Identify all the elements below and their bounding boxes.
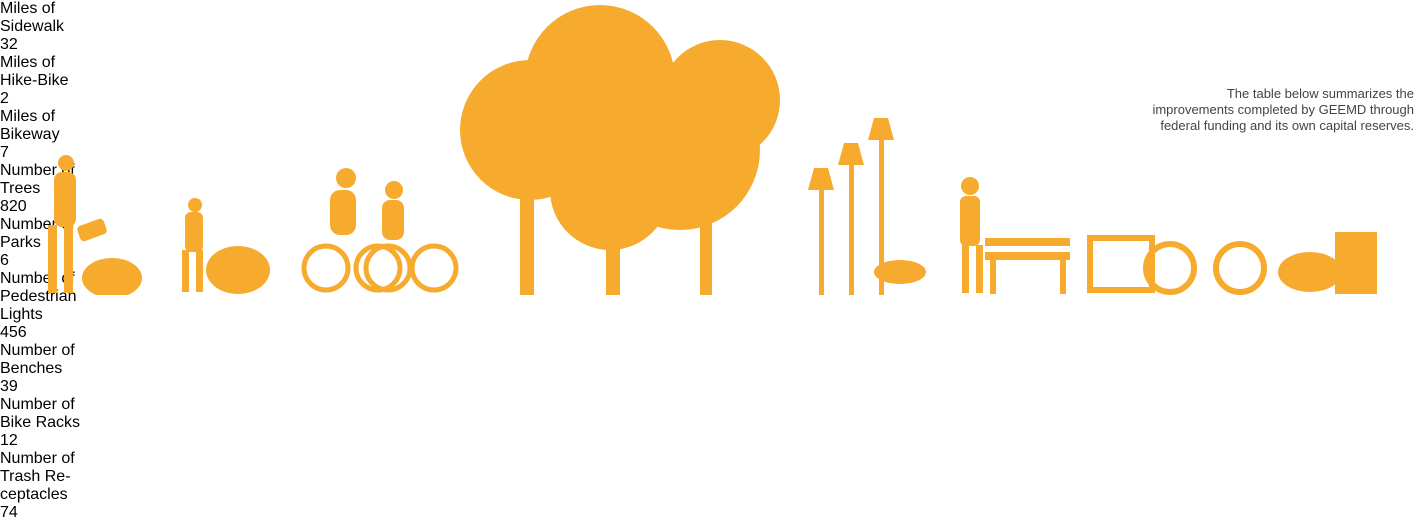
value-cell: 39 (0, 378, 158, 396)
value-cell: 12 (0, 432, 158, 450)
header-line: ceptacles (0, 486, 68, 503)
dog (874, 260, 926, 284)
bush (1278, 252, 1342, 292)
bike-rack (1090, 238, 1264, 292)
intro-line: federal funding and its own capital rese… (1152, 118, 1414, 134)
value-cell: 74 (0, 504, 154, 522)
trees (460, 5, 780, 295)
header-line: Benches (0, 360, 62, 377)
value-cell: 456 (0, 324, 158, 342)
intro-line: improvements completed by GEEMD through (1152, 102, 1414, 118)
cyclist-bodies (330, 168, 404, 240)
trash-can (1335, 232, 1377, 294)
header-line: Number of (0, 396, 75, 413)
header-line: Number of (0, 450, 75, 467)
header-line: Lights (0, 306, 43, 323)
bush (206, 246, 270, 294)
hiker (182, 198, 203, 292)
illustration (0, 0, 1422, 295)
header-line: Number of (0, 342, 75, 359)
bush (82, 258, 142, 295)
header-line: Trash Re- (0, 468, 71, 485)
page: The table below summarizes theimprovemen… (0, 0, 1422, 506)
intro-line: The table below summarizes the (1152, 86, 1414, 102)
bench-sitter (960, 177, 1070, 294)
cyclists (304, 246, 456, 290)
header-line: Bike Racks (0, 414, 80, 431)
